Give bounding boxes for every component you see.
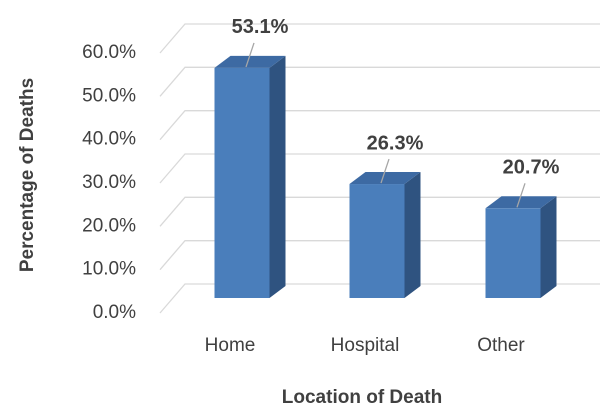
grid-line bbox=[159, 283, 600, 314]
bar bbox=[349, 184, 405, 298]
grid-line bbox=[159, 153, 600, 184]
bar bbox=[485, 208, 541, 298]
x-axis-title: Location of Death bbox=[282, 387, 442, 408]
leader-line bbox=[380, 158, 390, 184]
y-tick-label: 60.0% bbox=[82, 42, 136, 63]
bar-top bbox=[214, 55, 286, 68]
x-tick-label: Hospital bbox=[331, 335, 400, 356]
grid-line bbox=[159, 196, 600, 227]
bar-side bbox=[269, 55, 286, 299]
bar bbox=[214, 67, 270, 299]
grid-line bbox=[159, 240, 600, 271]
y-tick-label: 10.0% bbox=[82, 259, 136, 280]
grid-line bbox=[159, 66, 600, 97]
leader-line bbox=[245, 42, 255, 68]
y-tick-label: 50.0% bbox=[82, 85, 136, 106]
y-tick-label: 40.0% bbox=[82, 129, 136, 150]
leader-line bbox=[516, 183, 526, 208]
y-axis-title: Percentage of Deaths bbox=[17, 78, 38, 272]
bar-side bbox=[540, 196, 557, 298]
bar-side bbox=[404, 172, 421, 298]
data-label: 26.3% bbox=[367, 132, 424, 154]
bar-top bbox=[349, 172, 421, 185]
data-label: 53.1% bbox=[232, 16, 289, 38]
x-tick-label: Home bbox=[205, 335, 256, 356]
y-tick-label: 20.0% bbox=[82, 215, 136, 236]
data-label: 20.7% bbox=[503, 157, 560, 179]
x-tick-label: Other bbox=[477, 335, 525, 356]
y-tick-label: 0.0% bbox=[93, 302, 136, 323]
y-tick-label: 30.0% bbox=[82, 172, 136, 193]
bar-top bbox=[485, 196, 557, 209]
grid-line bbox=[159, 110, 600, 141]
grid-line bbox=[159, 23, 600, 54]
